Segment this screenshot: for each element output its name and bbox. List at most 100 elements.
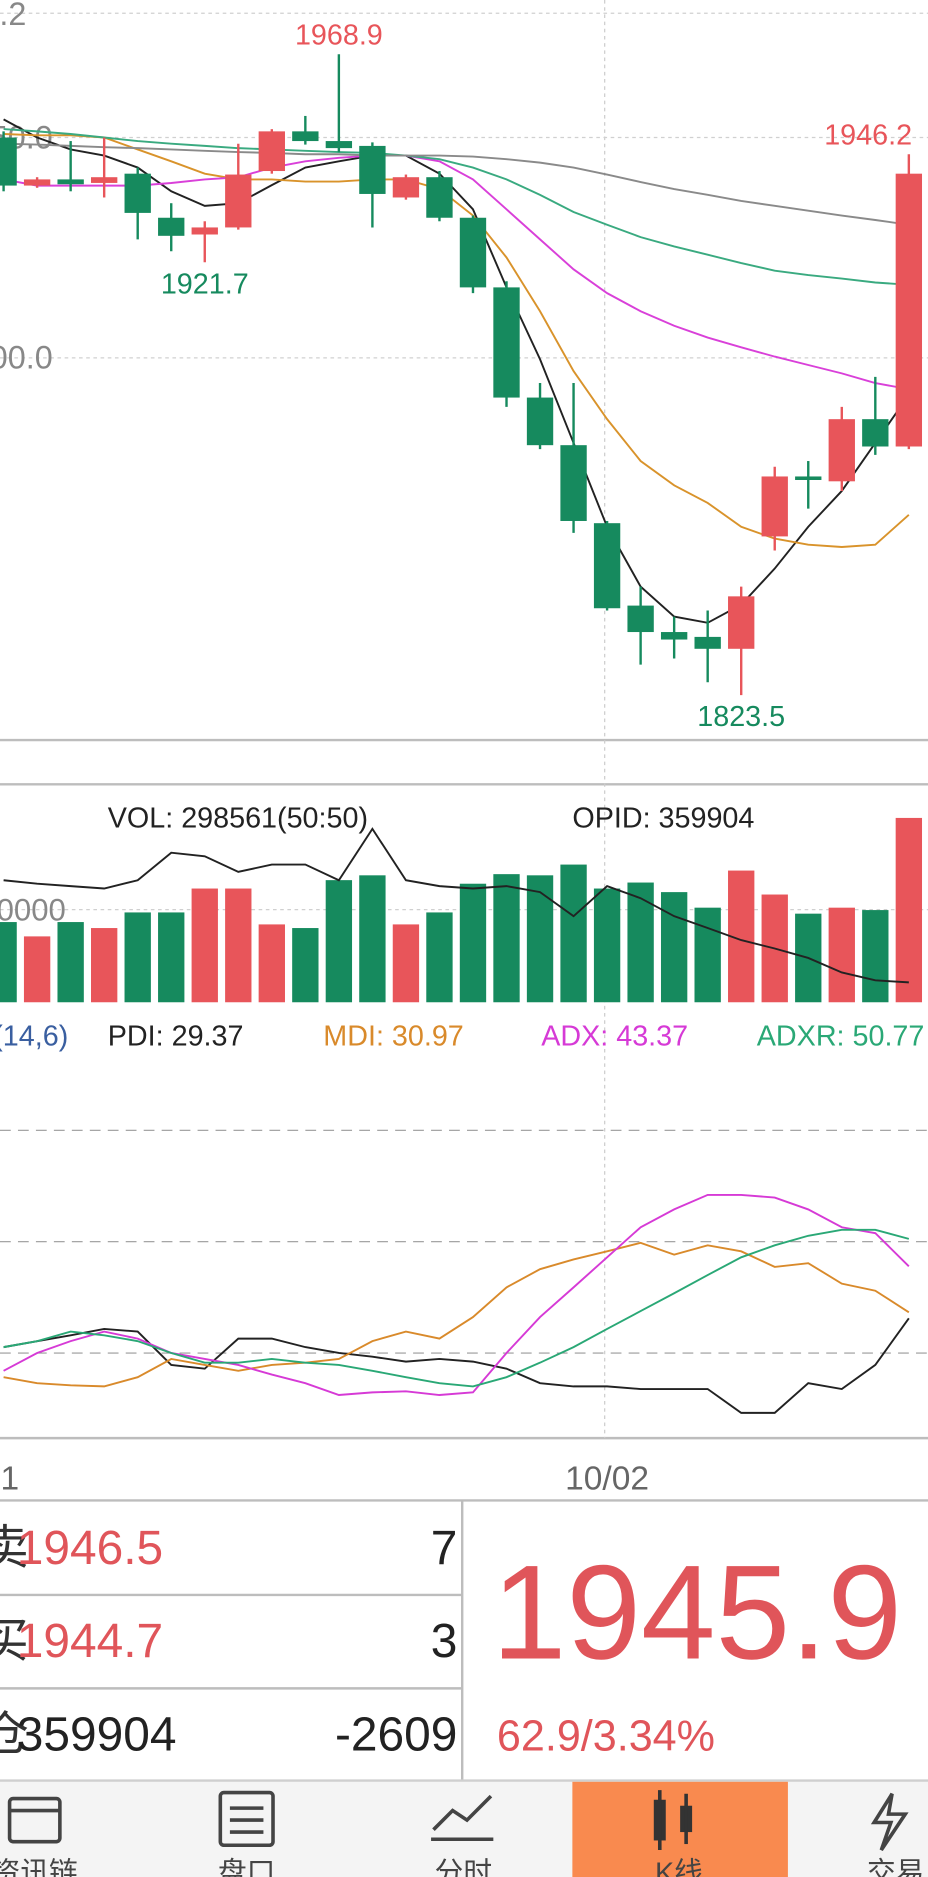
volume-bar: [392, 924, 420, 1003]
volume-bar: [292, 928, 319, 1003]
volume-bar: [862, 910, 889, 1003]
volume-bar: [23, 936, 51, 1003]
candle-body: [862, 419, 889, 447]
ma-line: [3, 118, 910, 624]
candle-body: [560, 445, 587, 521]
candle-body: [191, 227, 218, 235]
candle-body: [57, 179, 84, 185]
volume-bar: [627, 882, 654, 1003]
candle-body: [258, 131, 285, 172]
row-label: 卖: [0, 1522, 29, 1575]
volume-bar: [493, 874, 520, 1003]
icon-trade: [870, 1792, 909, 1852]
icon-kline: [653, 1790, 693, 1851]
candle-body: [493, 287, 520, 398]
panel-title: VOL: 298561(50:50): [108, 802, 368, 834]
volume-bar: [124, 912, 151, 1003]
legend-entry: ADX: 43.37: [541, 1020, 688, 1052]
nav-item[interactable]: 交易: [867, 1857, 924, 1877]
icon-book: [218, 1790, 275, 1848]
volume-bar: [325, 880, 353, 1003]
candle-body: [795, 476, 822, 480]
oi-line: [3, 827, 909, 984]
candle-body: [225, 174, 252, 228]
volume-bar: [225, 888, 252, 1003]
candle-body: [660, 632, 688, 640]
ma-line: [3, 128, 909, 286]
dmi-line: [3, 1193, 910, 1396]
volume-bar: [191, 888, 218, 1003]
legend-entry: MDI: 30.97: [323, 1020, 463, 1052]
nav-active: [572, 1781, 788, 1877]
candle-body: [526, 397, 554, 446]
volume-bar: [359, 875, 386, 1003]
candle-body: [158, 217, 185, 236]
candle-body: [895, 173, 923, 447]
volume-bar: [426, 912, 453, 1003]
extreme-label: 1946.2: [824, 120, 912, 152]
nav-item[interactable]: 资讯链: [0, 1857, 78, 1877]
volume-bar: [91, 928, 118, 1003]
y-tick-label: 1978.2: [0, 0, 26, 32]
candle-body: [426, 177, 453, 218]
volume-bar: [57, 922, 84, 1003]
candle-body: [325, 141, 353, 149]
extreme-label: 1823.5: [697, 701, 785, 733]
ma-line: [3, 154, 910, 391]
nav-item[interactable]: K线: [655, 1857, 703, 1877]
candle-body: [392, 177, 420, 198]
volume-bar: [158, 912, 185, 1003]
candle-body: [459, 217, 487, 288]
volume-bar: [895, 817, 923, 1003]
legend-entry: PDI: 29.37: [108, 1020, 244, 1052]
icon-news: [7, 1796, 62, 1844]
legend-entry: ADXR: 50.77: [757, 1020, 925, 1052]
extreme-label: 1968.9: [295, 20, 383, 52]
volume-bar: [660, 892, 688, 1003]
row-qty: -2609: [335, 1709, 457, 1762]
candle-body: [761, 476, 788, 537]
row-label: 仓: [0, 1709, 29, 1762]
panel-title: DMI(14,6): [0, 1020, 68, 1052]
ma-line: [3, 142, 909, 226]
x-tick-label: 10/01: [0, 1461, 19, 1498]
row-price: 1946.5: [17, 1522, 163, 1575]
candle-body: [124, 173, 151, 213]
legend-entry: OPID: 359904: [572, 802, 754, 834]
dmi-line: [3, 1317, 910, 1414]
candle-body: [828, 419, 855, 482]
nav-item[interactable]: 盘口: [218, 1857, 275, 1877]
y-tick-label: 1900.0: [0, 340, 53, 376]
volume-bar: [0, 922, 17, 1003]
candle-body: [23, 179, 51, 186]
candle-body: [359, 145, 386, 194]
dmi-line: [3, 1228, 910, 1388]
candle-body: [292, 131, 319, 142]
volume-bar: [258, 924, 285, 1003]
candle-body: [627, 605, 654, 633]
volume-bar: [459, 883, 487, 1003]
candle-body: [728, 596, 755, 649]
volume-bar: [593, 888, 621, 1003]
price-change: 62.9/3.34%: [497, 1713, 715, 1761]
x-tick-label: 10/02: [565, 1461, 649, 1498]
extreme-label: 1921.7: [161, 268, 249, 300]
candle-body: [91, 177, 118, 183]
row-price: 1944.7: [17, 1615, 163, 1668]
candle-body: [694, 636, 721, 649]
row-qty: 7: [431, 1522, 458, 1575]
row-label: 买: [0, 1615, 29, 1668]
dmi-line: [3, 1241, 910, 1388]
row-qty: 3: [431, 1615, 458, 1668]
volume-bar: [828, 907, 855, 1003]
last-price: 1945.9: [492, 1538, 902, 1687]
nav-item[interactable]: 分时: [435, 1857, 492, 1877]
volume-bar: [526, 875, 554, 1003]
candle-body: [0, 137, 17, 186]
volume-bar: [694, 907, 721, 1003]
ma-line: [3, 133, 910, 548]
y-tick-label: 150000: [0, 892, 66, 927]
candle-body: [593, 523, 621, 609]
